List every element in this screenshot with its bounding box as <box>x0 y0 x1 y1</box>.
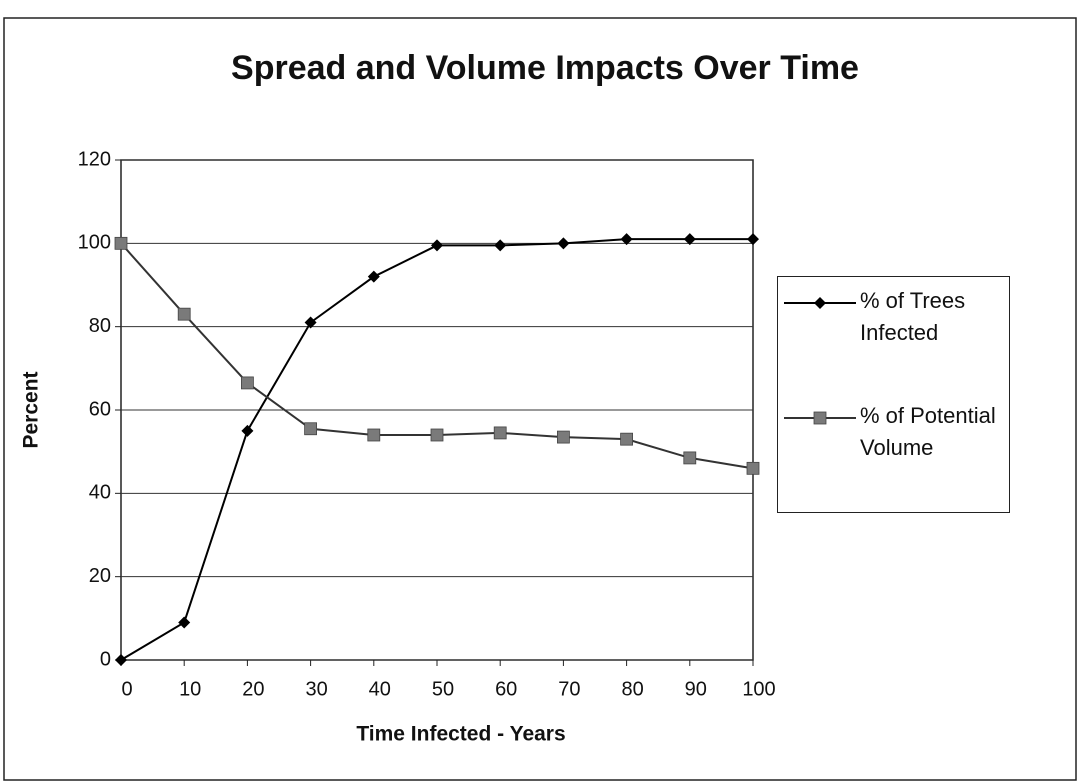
x-tick-label: 30 <box>305 678 327 700</box>
marker <box>431 239 443 252</box>
marker <box>114 236 128 250</box>
marker <box>683 233 696 246</box>
marker <box>620 432 633 446</box>
marker <box>814 297 826 309</box>
y-tick-label: 80 <box>89 315 111 337</box>
marker <box>241 424 254 437</box>
x-tick-label: 20 <box>242 678 264 700</box>
marker <box>813 411 827 425</box>
marker <box>177 307 191 321</box>
chart-title: Spread and Volume Impacts Over Time <box>231 49 859 87</box>
marker <box>240 376 254 390</box>
x-tick-label: 10 <box>179 678 201 700</box>
legend-label: % of Trees Infected <box>860 288 966 345</box>
x-tick-label: 70 <box>558 678 580 700</box>
x-tick-label: 60 <box>495 678 517 700</box>
marker <box>178 616 191 629</box>
marker <box>557 430 570 444</box>
marker <box>430 428 444 442</box>
x-tick-label: 50 <box>432 678 454 700</box>
marker <box>367 428 381 442</box>
x-tick-label: 90 <box>685 678 707 700</box>
marker <box>746 461 760 475</box>
chart-frame <box>3 17 1077 781</box>
marker <box>304 316 317 329</box>
x-axis-label: Time Infected - Years <box>356 723 565 746</box>
x-tick-label: 40 <box>369 678 391 700</box>
x-tick-label: 0 <box>121 678 132 700</box>
legend-icon <box>784 411 856 425</box>
legend: % of Trees Infected % of Potential Volume <box>777 276 1010 513</box>
marker <box>747 233 759 246</box>
y-tick-label: 20 <box>89 565 111 587</box>
marker <box>620 233 633 246</box>
y-tick-label: 100 <box>78 232 111 254</box>
legend-icon <box>784 297 856 309</box>
x-tick-label: 80 <box>621 678 643 700</box>
y-tick-label: 120 <box>78 148 111 170</box>
y-tick-label: 40 <box>89 482 111 504</box>
y-axis-label: Percent <box>20 371 43 448</box>
marker <box>683 451 697 465</box>
marker <box>557 237 570 250</box>
y-tick-label: 60 <box>89 398 111 420</box>
marker <box>494 239 507 252</box>
y-tick-label: 0 <box>100 648 111 670</box>
marker <box>493 426 507 440</box>
marker <box>367 270 380 283</box>
marker <box>304 422 318 436</box>
x-tick-label: 100 <box>742 678 775 700</box>
legend-label: % of Potential Volume <box>860 403 996 460</box>
marker <box>115 654 127 666</box>
